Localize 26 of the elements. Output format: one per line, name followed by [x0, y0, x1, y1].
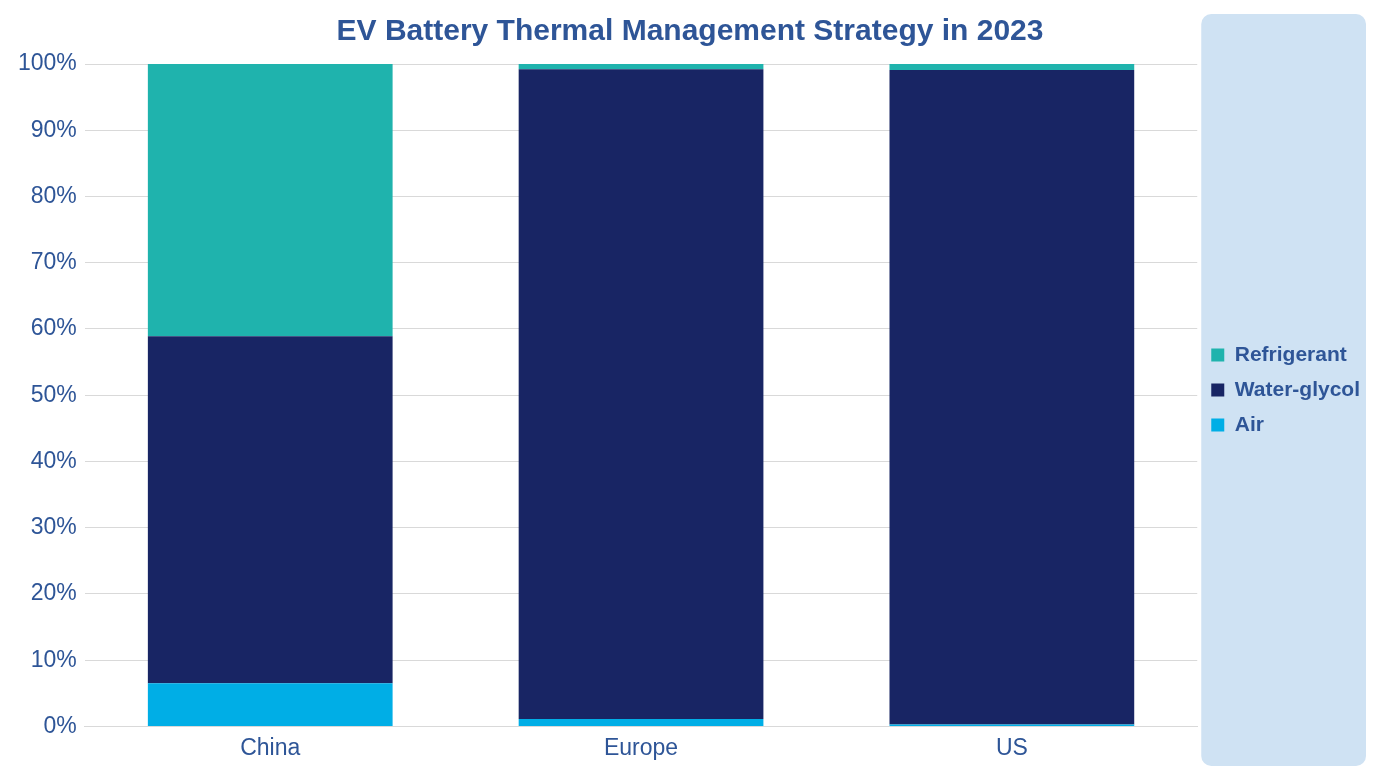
legend-label: Water-glycol — [1234, 376, 1361, 400]
y-tick-label: 20% — [30, 579, 77, 606]
y-tick-label: 60% — [30, 314, 77, 341]
bar — [518, 64, 764, 70]
y-tick-label: 70% — [30, 248, 77, 275]
legend-label: Refrigerant — [1234, 341, 1347, 365]
x-tick-label: China — [240, 733, 301, 760]
bar — [147, 336, 393, 684]
legend-label: Air — [1234, 411, 1264, 435]
bar — [147, 683, 393, 726]
chart-title: EV Battery Thermal Management Strategy in 2023 — [336, 13, 1044, 47]
x-tick-label: US — [995, 733, 1028, 760]
x-tick-label: Europe — [603, 733, 679, 760]
y-tick-label: 0% — [43, 711, 77, 738]
y-tick-label: 10% — [30, 645, 77, 672]
y-tick-label: 90% — [30, 115, 77, 142]
bar — [147, 64, 393, 337]
bar — [518, 69, 764, 720]
y-tick-label: 30% — [30, 513, 77, 540]
y-tick-label: 80% — [30, 181, 77, 208]
bar — [889, 69, 1135, 725]
bar — [889, 64, 1135, 70]
y-tick-label: 100% — [18, 49, 77, 76]
y-tick-label: 40% — [30, 446, 77, 473]
bar — [518, 719, 764, 726]
y-tick-label: 50% — [30, 380, 77, 407]
